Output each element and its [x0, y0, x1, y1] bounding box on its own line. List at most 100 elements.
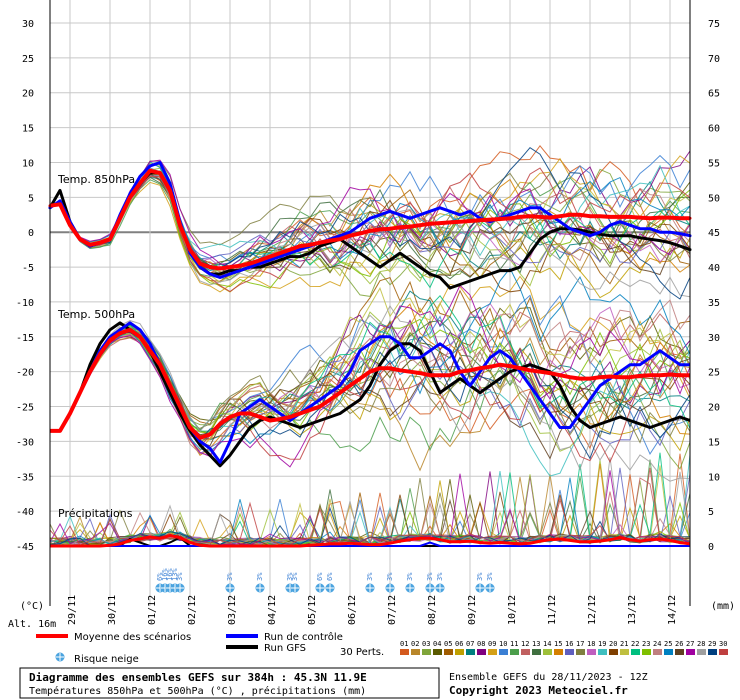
- left-tick-label: -25: [16, 403, 34, 414]
- snow-percent-label: 3%: [366, 572, 374, 581]
- right-tick-label: 55: [708, 158, 720, 169]
- left-tick-label: -35: [16, 472, 34, 483]
- x-date-label: 30/11: [107, 595, 118, 625]
- panel-label-precip: Précipitations: [58, 507, 133, 520]
- ensemble-swatch: [400, 649, 409, 655]
- snow-percent-label: 6%: [316, 572, 324, 581]
- copyright: Copyright 2023 Meteociel.fr: [449, 684, 628, 697]
- snow-icon: 3%: [225, 572, 235, 593]
- main-series: [48, 161, 692, 548]
- data-point: [448, 286, 452, 290]
- data-point: [388, 227, 392, 231]
- data-point: [268, 255, 272, 259]
- ensemble-id-label: 12: [521, 640, 529, 648]
- right-tick-label: 30: [708, 333, 720, 344]
- altitude-label: Alt. 16m: [8, 619, 56, 630]
- ensemble-swatch: [642, 649, 651, 655]
- data-point: [308, 251, 312, 255]
- snow-percent-label: 3%: [386, 572, 394, 581]
- snow-percent-label: 3%: [256, 572, 264, 581]
- right-axis-unit: (mm): [711, 601, 735, 612]
- data-point: [588, 234, 592, 238]
- ensemble-swatch: [598, 649, 607, 655]
- ensemble-id-label: 11: [510, 640, 518, 648]
- panel-label-t850: Temp. 850hPa: [57, 173, 135, 186]
- data-point: [628, 215, 632, 219]
- ensemble-id-label: 02: [411, 640, 419, 648]
- data-point: [408, 258, 412, 262]
- data-point: [508, 216, 512, 220]
- data-point: [108, 237, 112, 241]
- left-tick-label: 25: [22, 54, 34, 65]
- data-point: [428, 222, 432, 226]
- chart-subtitle: Températures 850hPa et 500hPa (°C) , pré…: [29, 685, 366, 697]
- ensemble-swatch: [455, 649, 464, 655]
- data-point: [268, 258, 272, 262]
- data-point: [368, 216, 372, 220]
- ensemble-id-label: 27: [686, 640, 694, 648]
- legend-snow-icon: [55, 652, 65, 662]
- ensemble-id-label: 08: [477, 640, 485, 648]
- data-point: [568, 213, 572, 217]
- data-point: [488, 272, 492, 276]
- left-tick-label: 15: [22, 124, 34, 135]
- x-date-label: 14/12: [667, 595, 678, 625]
- snow-icon: 3%: [175, 572, 185, 593]
- data-point: [188, 248, 192, 252]
- x-date-label: 11/12: [547, 595, 558, 625]
- data-point: [668, 241, 672, 245]
- x-date-label: 04/12: [267, 595, 278, 625]
- ensemble-swatch: [697, 649, 706, 655]
- right-tick-label: 60: [708, 124, 720, 135]
- ensemble-t850-line: [49, 161, 691, 272]
- ensemble-legend: 01 02 03 04 05 06 07 08 09 10 11 12 13 14 15 16 17 18 19 20…: [400, 640, 728, 655]
- snow-icon: 3%: [475, 572, 485, 593]
- x-date-label: 02/12: [187, 595, 198, 625]
- ensemble-id-label: 03: [422, 640, 430, 648]
- snow-markers: 6%16%16%13%3% 3% 3% 3%3% 6% 6% 3% 3% 3% 3% 3% 3% 3%: [155, 568, 495, 593]
- snow-percent-label: 3%: [291, 572, 299, 581]
- ensemble-swatch: [708, 649, 717, 655]
- data-point: [628, 234, 632, 238]
- ensemble-id-label: 10: [499, 640, 507, 648]
- legend-mean-label: Moyenne des scénarios: [74, 631, 191, 643]
- snow-percent-label: 6%: [156, 572, 164, 581]
- left-tick-label: 5: [28, 193, 34, 204]
- snow-percent-label: 3%: [226, 572, 234, 581]
- ensemble-id-label: 29: [708, 640, 716, 648]
- data-point: [128, 195, 132, 199]
- left-tick-label: -20: [16, 368, 34, 379]
- ensemble-swatch: [576, 649, 585, 655]
- ensemble-swatch: [653, 649, 662, 655]
- data-point: [348, 244, 352, 248]
- t500-gfs-line: [50, 321, 691, 468]
- ensemble-count-label: 30 Perts.: [340, 647, 384, 658]
- x-date-label: 06/12: [347, 595, 358, 625]
- x-date-label: 03/12: [227, 595, 238, 625]
- right-tick-label: 70: [708, 54, 720, 65]
- left-tick-label: -40: [16, 507, 34, 518]
- data-point: [428, 209, 432, 213]
- t500-mean-line: [50, 327, 690, 440]
- data-point: [508, 269, 512, 273]
- data-point: [528, 214, 532, 218]
- snow-percent-label: 6%: [326, 572, 334, 581]
- data-point: [468, 209, 472, 213]
- data-point: [408, 216, 412, 220]
- data-point: [508, 213, 512, 217]
- data-point: [328, 239, 332, 243]
- ensemble-id-label: 07: [466, 640, 474, 648]
- snow-icon: 3%: [385, 572, 395, 593]
- data-point: [648, 227, 652, 231]
- ensemble-id-label: 14: [543, 640, 551, 648]
- snow-icon: 3%: [485, 572, 495, 593]
- left-tick-label: 10: [22, 158, 34, 169]
- run-info: Ensemble GEFS du 28/11/2023 - 12Z: [449, 672, 648, 683]
- data-point: [608, 234, 612, 238]
- data-point: [528, 206, 532, 210]
- snow-percent-label: 3%: [486, 572, 494, 581]
- left-axis-unit: (°C): [20, 601, 44, 612]
- right-tick-label: 5: [708, 507, 714, 518]
